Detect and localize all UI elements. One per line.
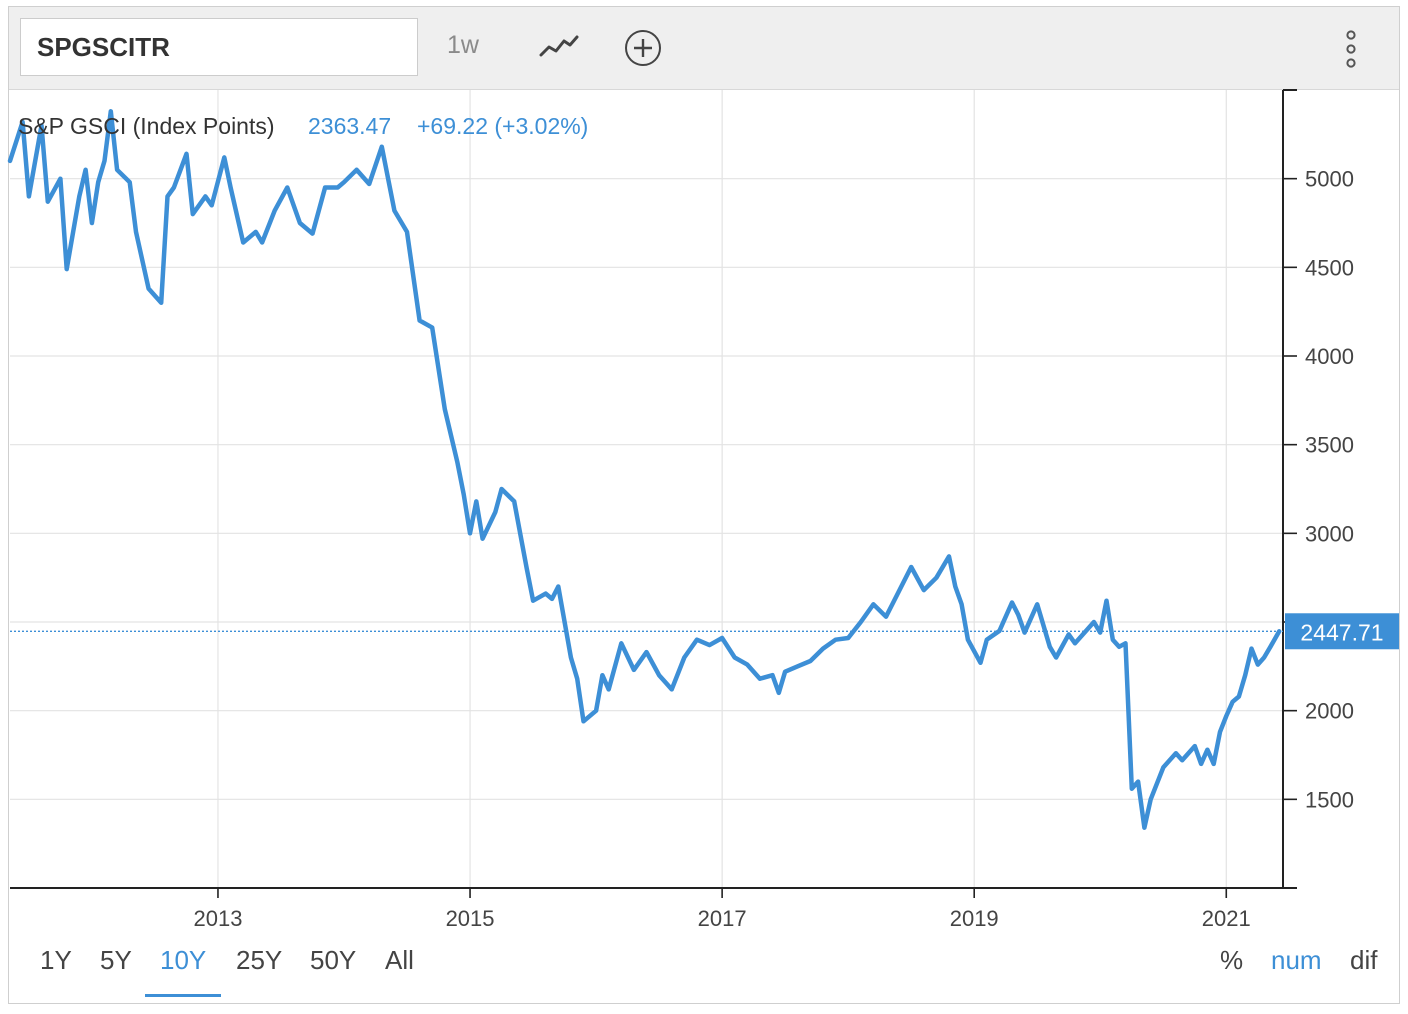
y-tick-label: 4500 xyxy=(1305,255,1354,280)
y-tick-label: 2000 xyxy=(1305,699,1354,724)
range-10y-button[interactable]: 10Y xyxy=(160,945,207,975)
series-line xyxy=(7,109,1282,830)
last-value-text: 2447.71 xyxy=(1300,619,1383,645)
range-all-button[interactable]: All xyxy=(385,945,414,975)
legend-series-name: S&P GSCI (Index Points) xyxy=(18,113,275,139)
y-tick-label: 1500 xyxy=(1305,787,1354,812)
range-50y-button[interactable]: 50Y xyxy=(310,945,357,975)
y-tick-label: 5000 xyxy=(1305,167,1354,192)
range-5y-button[interactable]: 5Y xyxy=(100,945,132,975)
chart-axes: 1500200025003000350040004500500020132015… xyxy=(10,89,1354,931)
x-tick-label: 2015 xyxy=(446,906,495,931)
last-value-badge xyxy=(1285,613,1399,650)
interval-selector[interactable]: 1w xyxy=(447,31,479,59)
legend-value: 2363.47 xyxy=(308,113,391,139)
chart-toolbar: SPGSCITR 1w xyxy=(9,7,1399,90)
active-range-indicator xyxy=(145,994,221,997)
grid-lines xyxy=(10,90,1283,888)
series-layer xyxy=(7,109,1283,830)
y-tick-label: 3000 xyxy=(1305,521,1354,546)
y-tick-label: 3500 xyxy=(1305,433,1354,458)
mode-dif-button[interactable]: dif xyxy=(1350,945,1378,975)
x-tick-label: 2021 xyxy=(1202,906,1251,931)
line-chart-icon[interactable] xyxy=(539,31,579,61)
kebab-menu-icon[interactable] xyxy=(1339,27,1363,71)
last-value-label: 2447.71 xyxy=(1285,613,1399,650)
y-tick-label: 4000 xyxy=(1305,344,1354,369)
x-tick-label: 2017 xyxy=(698,906,747,931)
symbol-input[interactable]: SPGSCITR xyxy=(20,18,418,76)
x-tick-label: 2013 xyxy=(193,906,242,931)
x-tick-label: 2019 xyxy=(950,906,999,931)
legend-change: +69.22 (+3.02%) xyxy=(417,113,588,139)
mode-num-button[interactable]: num xyxy=(1271,945,1322,975)
plus-circle-icon[interactable] xyxy=(623,28,663,68)
range-1y-button[interactable]: 1Y xyxy=(40,945,72,975)
range-25y-button[interactable]: 25Y xyxy=(236,945,283,975)
mode-percent-button[interactable]: % xyxy=(1220,945,1244,975)
chart-widget: SPGSCITR 1w xyxy=(8,6,1400,1004)
